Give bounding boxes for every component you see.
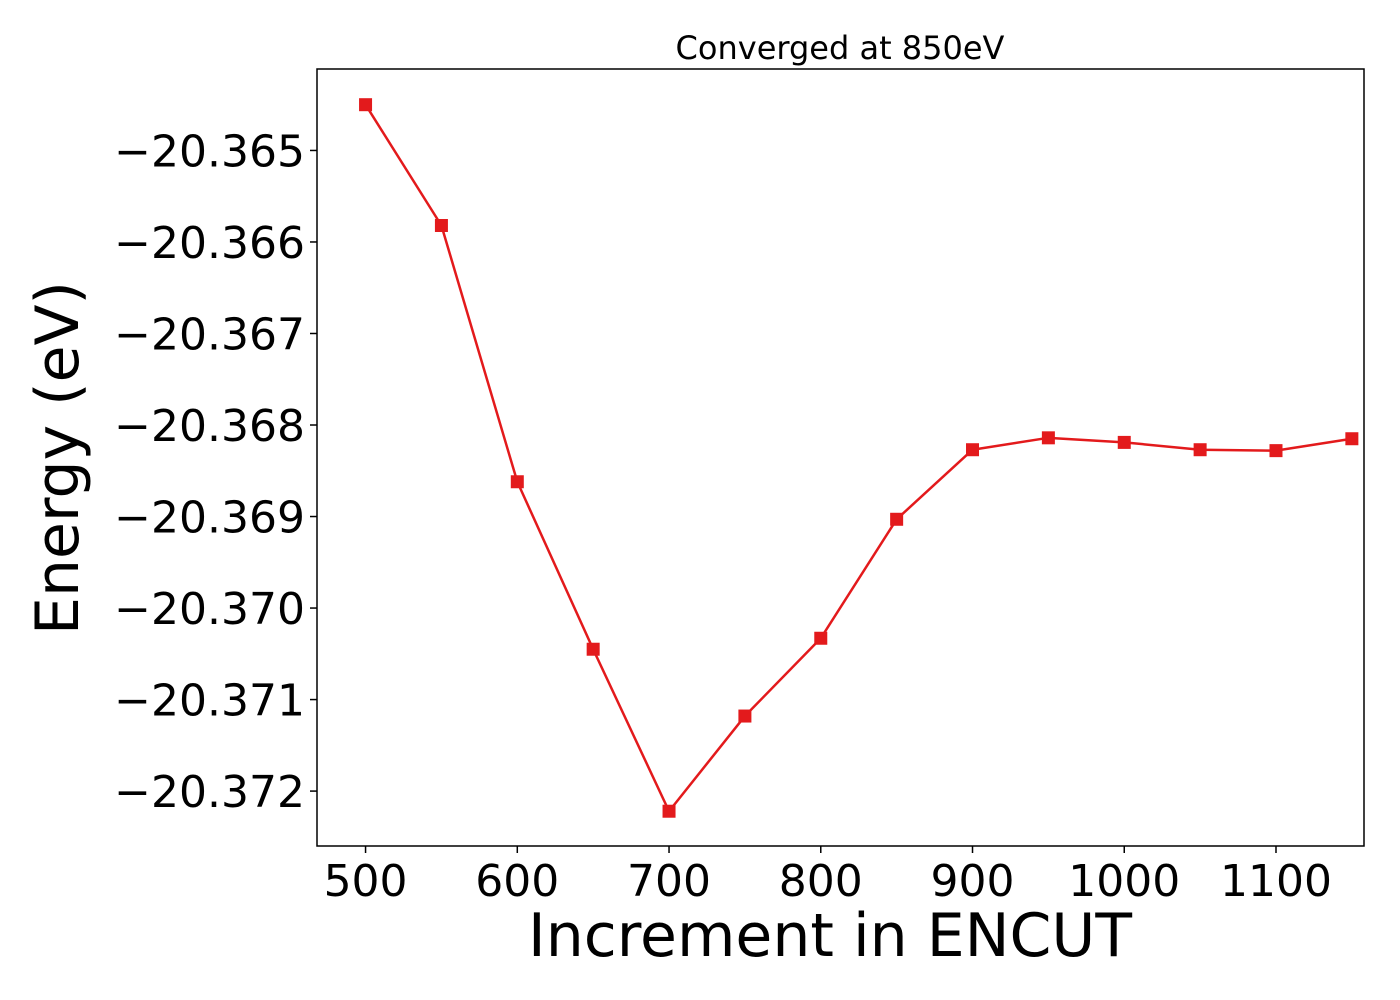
data-point-marker — [1117, 435, 1131, 449]
chart-title: Converged at 850eV — [676, 29, 1005, 67]
data-point-marker — [510, 475, 524, 489]
data-point-marker — [1193, 443, 1207, 457]
data-point-marker — [1041, 431, 1055, 445]
y-tick-label: −20.371 — [114, 676, 305, 727]
y-tick-label: −20.368 — [114, 401, 305, 452]
x-tick-label: 600 — [475, 856, 559, 907]
data-point-marker — [814, 631, 828, 645]
y-tick-label: −20.370 — [114, 584, 305, 635]
y-tick-label: −20.365 — [114, 126, 305, 177]
series-line — [364, 104, 1353, 813]
y-axis-title: Energy (eV) — [23, 281, 93, 635]
x-tick-label: 800 — [779, 856, 863, 907]
plot-area: 500 600 700 800 900 1000 1100 −20.365 −20.366 −20… — [114, 68, 1365, 907]
data-point-marker — [434, 218, 448, 232]
y-tick-label: −20.367 — [114, 309, 305, 360]
x-tick-label: 500 — [324, 856, 408, 907]
data-point-marker — [890, 512, 904, 526]
data-point-marker — [966, 443, 980, 457]
y-tick-label: −20.366 — [114, 218, 305, 269]
data-point-marker — [738, 709, 752, 723]
x-tick-label: 1000 — [1068, 856, 1180, 907]
plot-frame — [316, 68, 1365, 847]
data-point-marker — [662, 804, 676, 818]
y-tick-label: −20.372 — [114, 767, 305, 818]
x-tick-label: 700 — [627, 856, 711, 907]
x-tick-label: 1100 — [1220, 856, 1332, 907]
y-tick-label: −20.369 — [114, 493, 305, 544]
x-tick-label: 900 — [931, 856, 1015, 907]
x-axis-title: Increment in ENCUT — [528, 901, 1132, 971]
data-point-marker — [586, 642, 600, 656]
data-point-marker — [359, 98, 373, 112]
data-point-marker — [1345, 432, 1359, 446]
data-point-marker — [1269, 444, 1283, 458]
